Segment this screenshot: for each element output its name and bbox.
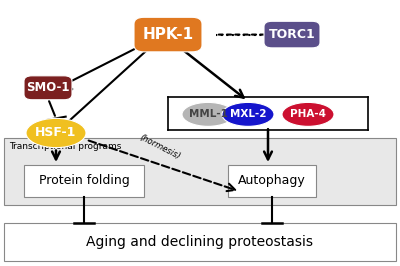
Text: Autophagy: Autophagy — [238, 174, 306, 187]
Text: Protein folding: Protein folding — [39, 174, 129, 187]
Text: Transcriptional programs: Transcriptional programs — [9, 142, 121, 151]
FancyBboxPatch shape — [228, 165, 316, 197]
Text: MML-1: MML-1 — [188, 109, 228, 119]
Ellipse shape — [282, 102, 334, 126]
Text: PHA-4: PHA-4 — [290, 109, 326, 119]
FancyBboxPatch shape — [24, 76, 72, 100]
Text: SMO-1: SMO-1 — [26, 81, 70, 94]
Text: HPK-1: HPK-1 — [142, 27, 194, 42]
Text: HSF-1: HSF-1 — [35, 127, 77, 139]
Text: Aging and declining proteostasis: Aging and declining proteostasis — [86, 235, 314, 249]
FancyBboxPatch shape — [134, 17, 202, 52]
FancyBboxPatch shape — [264, 21, 320, 48]
Text: (hormesis): (hormesis) — [138, 132, 182, 161]
FancyBboxPatch shape — [24, 165, 144, 197]
FancyBboxPatch shape — [4, 223, 396, 261]
Ellipse shape — [182, 102, 234, 126]
FancyBboxPatch shape — [4, 138, 396, 205]
Text: MXL-2: MXL-2 — [230, 109, 266, 119]
Ellipse shape — [26, 118, 86, 148]
Text: TORC1: TORC1 — [269, 28, 315, 41]
Ellipse shape — [222, 102, 274, 126]
